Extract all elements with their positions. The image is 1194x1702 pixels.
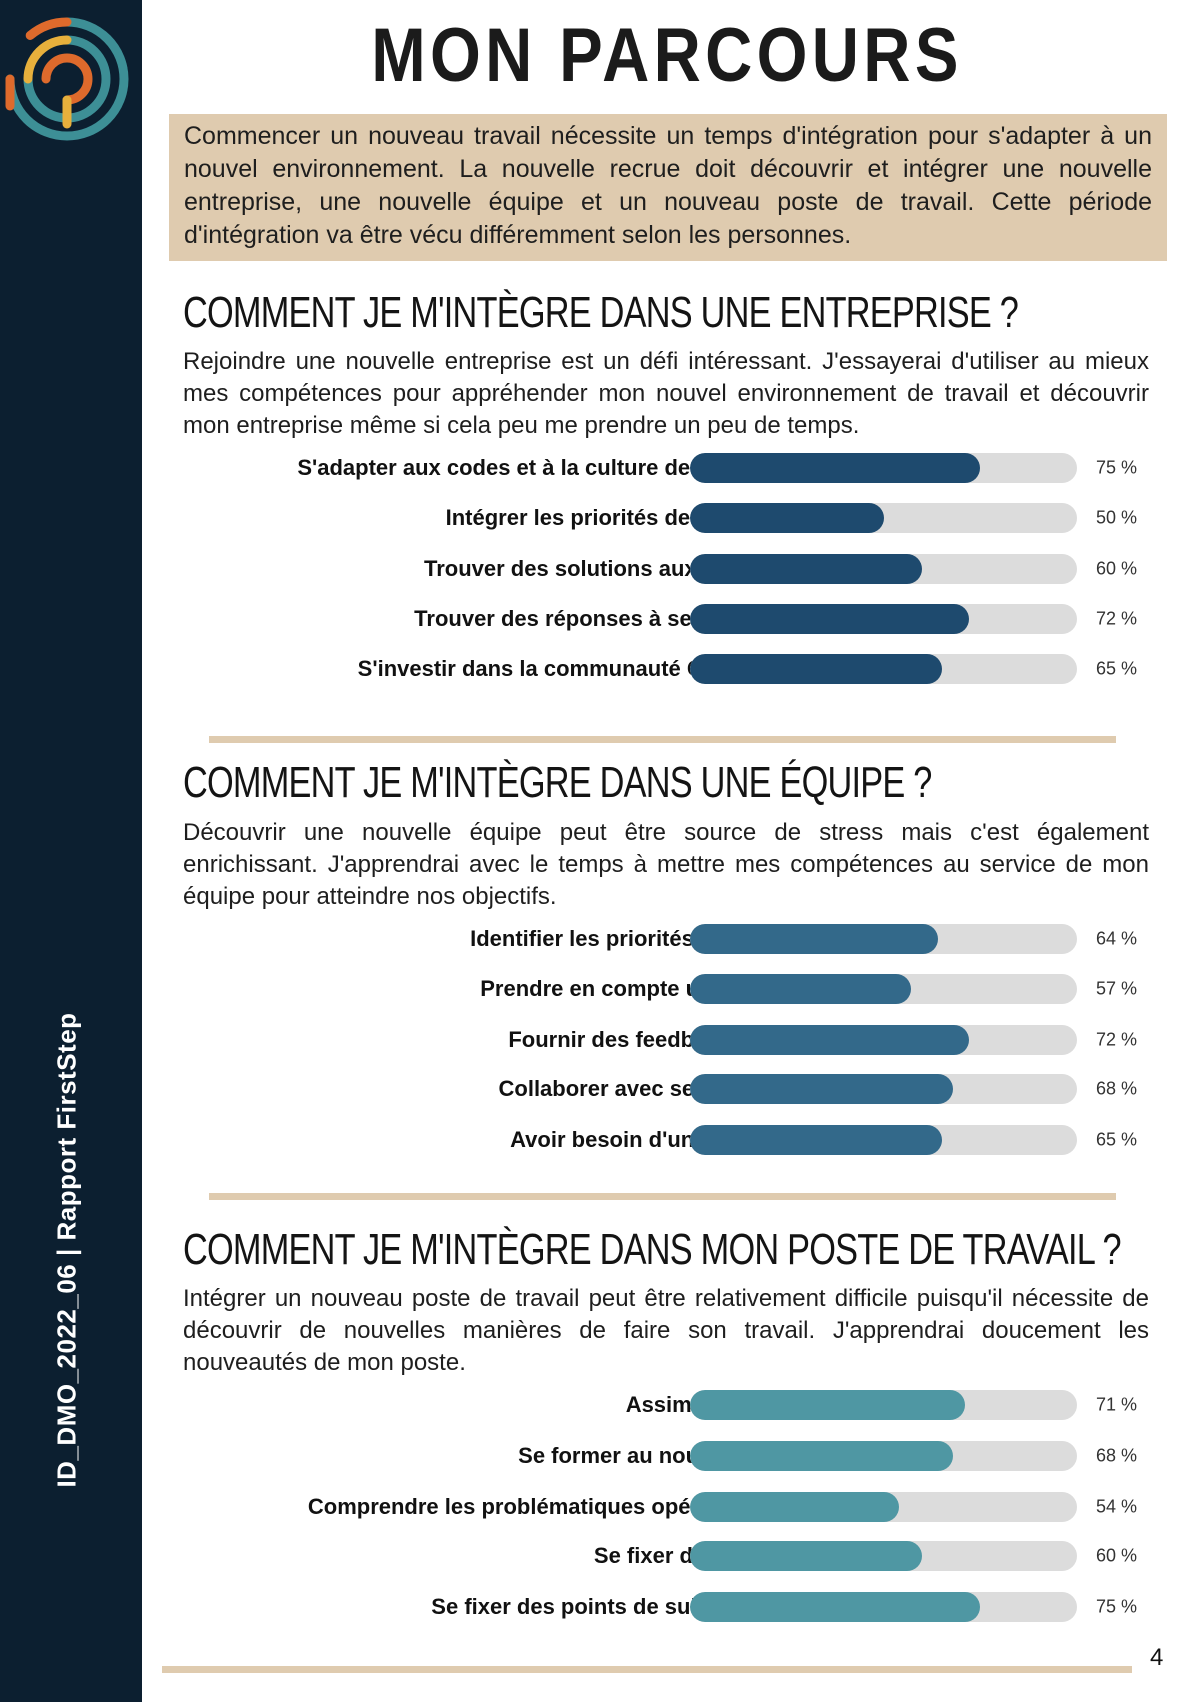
bar-value: 72 % [1096,608,1138,629]
bar-fill [690,1025,969,1055]
bar-fill [690,554,923,584]
bar-fill [690,974,911,1004]
sidebar: ID_DMO_2022_06 | Rapport FirstStep [0,0,142,1702]
bar-fill [690,1492,899,1522]
bar-fill [690,1390,965,1420]
bar-fill [690,1441,954,1471]
bar-row: Intégrer les priorités de l'entreprise 50… [142,503,1194,533]
bar-row: Fournir des feedbacks précis 72 % [142,1025,1194,1055]
section-body: Intégrer un nouveau poste de travail peu… [183,1285,1149,1376]
bar-fill [690,654,942,684]
section-title: COMMENT JE M'INTÈGRE DANS MON POSTE DE T… [183,1225,1122,1274]
section-title: COMMENT JE M'INTÈGRE DANS UNE ÉQUIPE ? [183,758,932,807]
bar-fill [690,1074,954,1104]
bar-track [690,1592,1077,1622]
bar-row: Se former au nouveau poste 68 % [142,1441,1194,1471]
bar-row: Se fixer des points de suivi réguliers 75… [142,1592,1194,1622]
bottom-divider [162,1666,1132,1673]
bar-track [690,453,1077,483]
bar-value: 72 % [1096,1029,1138,1050]
bar-track [690,1025,1077,1055]
bar-track [690,1492,1077,1522]
bar-value: 65 % [1096,658,1138,679]
bar-track [690,1074,1077,1104]
bar-track [690,974,1077,1004]
bar-track [690,1125,1077,1155]
bar-value: 71 % [1096,1394,1138,1415]
bar-row: Avoir besoin d'un·e mentor·e 65 % [142,1125,1194,1155]
bar-value: 64 % [1096,928,1138,949]
bar-row: Identifier les priorités de l'équipe 64 % [142,924,1194,954]
bar-fill [690,924,938,954]
intro-text: Commencer un nouveau travail nécessite u… [184,122,1152,249]
bar-track [690,1441,1077,1471]
bar-fill [690,604,969,634]
bar-value: 65 % [1096,1129,1138,1150]
bar-track [690,604,1077,634]
bar-value: 75 % [1096,457,1138,478]
bar-fill [690,1541,923,1571]
bar-row: Se fixer des objectifs60 % [142,1541,1194,1571]
intro-box: Commencer un nouveau travail nécessite u… [169,114,1167,261]
bar-track [690,924,1077,954]
bar-track [690,654,1077,684]
bar-row: Trouver des solutions aux problèmes 60 % [142,554,1194,584]
section-divider [209,1193,1116,1200]
section-body: Découvrir une nouvelle équipe peut être … [183,819,1149,910]
bar-row: Assimiler le poste71 % [142,1390,1194,1420]
bar-row: S'investir dans la communauté OnBoarding… [142,654,1194,684]
page-number: 4 [1150,1644,1164,1671]
bar-track [690,1390,1077,1420]
bar-fill [690,453,981,483]
bar-value: 54 % [1096,1496,1138,1517]
section-divider [209,736,1116,743]
bar-fill [690,1592,981,1622]
sidebar-vertical-text: ID_DMO_2022_06 | Rapport FirstStep [51,1012,82,1488]
bar-value: 68 % [1096,1078,1138,1099]
bar-value: 75 % [1096,1596,1138,1617]
bar-row: Prendre en compte un feedback 57 % [142,974,1194,1004]
bar-value: 57 % [1096,978,1138,999]
bar-row: Trouver des réponses à ses questions 72 % [142,604,1194,634]
bar-value: 60 % [1096,558,1138,579]
bar-track [690,1541,1077,1571]
bar-row: Comprendre les problématiques opérationn… [142,1492,1194,1522]
bar-track [690,503,1077,533]
bar-row: Collaborer avec ses collègues 68 % [142,1074,1194,1104]
bar-track [690,554,1077,584]
bar-value: 60 % [1096,1545,1138,1566]
bar-row: S'adapter aux codes et à la culture de l… [142,453,1194,483]
bar-value: 50 % [1096,507,1138,528]
bar-value: 68 % [1096,1445,1138,1466]
bar-fill [690,503,884,533]
section-title: COMMENT JE M'INTÈGRE DANS UNE ENTREPRISE… [183,288,1019,337]
section-body: Rejoindre une nouvelle entreprise est un… [183,348,1149,439]
logo-icon [5,17,129,141]
bar-fill [690,1125,942,1155]
